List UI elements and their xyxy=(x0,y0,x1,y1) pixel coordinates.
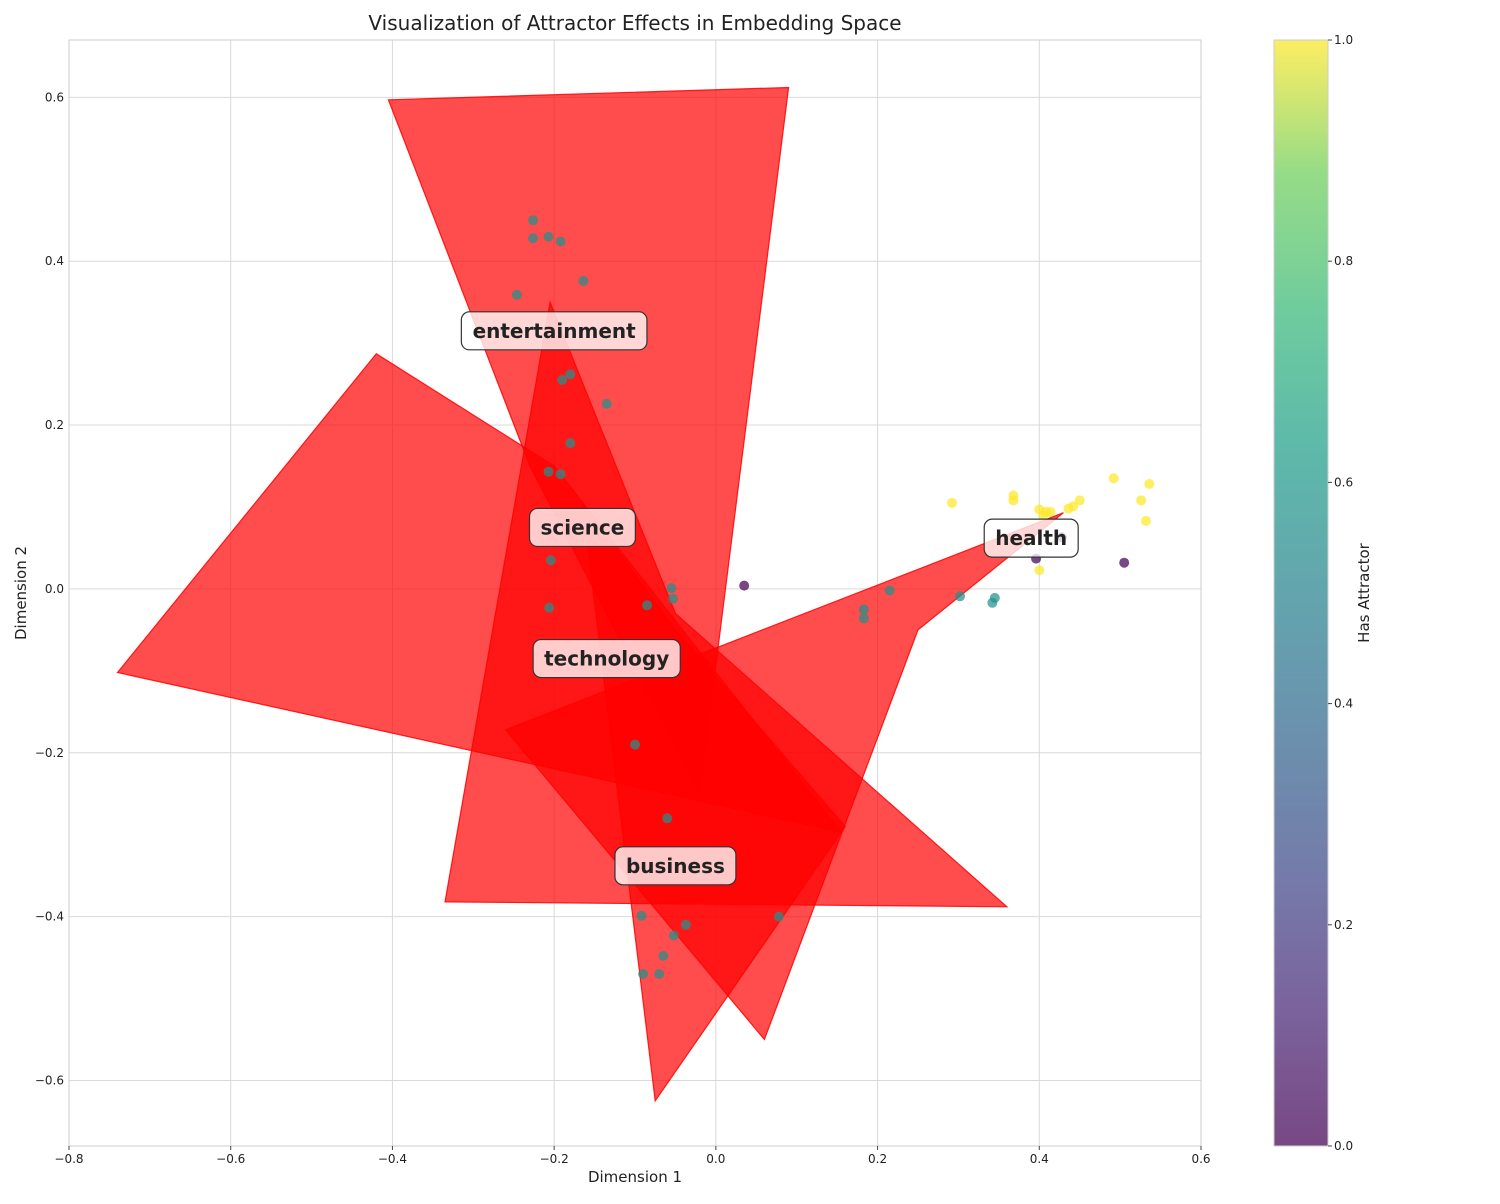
chart-title: Visualization of Attractor Effects in Em… xyxy=(368,11,901,35)
cluster-label-science: science xyxy=(528,507,636,548)
data-point xyxy=(1068,501,1079,512)
data-point xyxy=(666,583,677,594)
y-tick-label: 0.6 xyxy=(45,90,64,104)
data-point xyxy=(1136,495,1147,506)
y-tick-label: 0.0 xyxy=(45,582,64,596)
x-tick-label: 0.0 xyxy=(706,1152,725,1166)
data-point xyxy=(1008,495,1019,506)
cluster-label-box xyxy=(532,638,681,679)
x-tick-label: 0.4 xyxy=(1030,1152,1049,1166)
data-point xyxy=(511,289,522,300)
plot-frame xyxy=(68,39,1202,1147)
data-point xyxy=(858,604,869,615)
colorbar-frame xyxy=(1273,39,1329,1147)
data-point xyxy=(544,602,555,613)
data-point xyxy=(1141,515,1151,526)
data-point xyxy=(955,591,965,602)
data-point xyxy=(636,910,647,921)
data-point xyxy=(543,466,554,477)
colorbar-tick-label: 1.0 xyxy=(1334,33,1353,47)
cluster-label-text: technology xyxy=(544,647,669,671)
data-point xyxy=(642,600,653,611)
data-point xyxy=(1034,565,1045,576)
cluster-label-box xyxy=(460,311,648,351)
cluster-label-box xyxy=(614,846,737,886)
x-tick-label: −0.4 xyxy=(378,1152,407,1166)
colorbar-tick-label: 0.0 xyxy=(1334,1139,1353,1153)
data-point xyxy=(654,969,665,979)
data-point xyxy=(1108,473,1119,484)
data-point xyxy=(773,911,784,922)
cluster-label-technology: technology xyxy=(532,638,681,679)
x-tick-label: −0.2 xyxy=(540,1152,569,1166)
y-tick-label: 0.2 xyxy=(45,418,64,432)
colorbar-tick-label: 0.6 xyxy=(1334,475,1353,489)
cluster-label-box xyxy=(528,507,636,548)
data-point xyxy=(601,398,612,409)
data-point xyxy=(638,969,649,979)
x-tick-label: −0.6 xyxy=(216,1152,245,1166)
data-point xyxy=(668,930,679,941)
y-axis-label: Dimension 2 xyxy=(12,546,30,640)
x-tick-label: 0.2 xyxy=(868,1152,887,1166)
x-tick-label: 0.6 xyxy=(1191,1152,1210,1166)
x-tick-label: −0.8 xyxy=(54,1152,83,1166)
data-point xyxy=(557,375,568,385)
data-point xyxy=(543,231,554,242)
colorbar-tick-label: 0.4 xyxy=(1334,697,1353,711)
colorbar-tick-label: 0.2 xyxy=(1334,918,1353,932)
y-tick-label: −0.4 xyxy=(35,910,64,924)
data-point xyxy=(680,919,691,930)
data-point xyxy=(858,613,869,624)
data-point xyxy=(555,469,566,480)
data-point xyxy=(1119,557,1130,568)
data-point xyxy=(578,275,589,286)
data-point xyxy=(545,555,556,566)
cluster-label-text: entertainment xyxy=(473,319,637,343)
data-point xyxy=(1038,510,1049,521)
data-point xyxy=(565,438,576,449)
data-point xyxy=(884,585,895,596)
y-tick-label: −0.6 xyxy=(35,1073,64,1087)
x-axis-label: Dimension 1 xyxy=(588,1168,682,1186)
data-point xyxy=(668,593,678,604)
colorbar-tick-label: 0.8 xyxy=(1334,254,1353,268)
data-point xyxy=(947,497,957,508)
colorbar-label: Has Attractor xyxy=(1355,542,1373,642)
colorbar: 0.0 0.2 0.4 0.6 0.8 1.0 xyxy=(1273,33,1353,1153)
data-point xyxy=(555,236,566,247)
colorbar-gradient xyxy=(1274,40,1328,1146)
cluster-label-business: business xyxy=(614,846,737,886)
plot-area: entertainment science technology health busi… xyxy=(35,39,1211,1166)
data-point xyxy=(1144,479,1155,489)
data-point xyxy=(528,215,539,226)
cluster-label-text: business xyxy=(626,854,725,878)
data-point xyxy=(528,233,539,244)
data-point xyxy=(662,813,673,824)
data-point xyxy=(630,739,640,750)
cluster-label-entertainment: entertainment xyxy=(460,311,648,351)
y-tick-label: 0.4 xyxy=(45,254,64,268)
data-point xyxy=(1074,495,1085,506)
cluster-label-health: health xyxy=(983,518,1079,558)
data-point xyxy=(565,369,576,380)
cluster-label-text: health xyxy=(995,526,1067,550)
cluster-label-box xyxy=(983,518,1079,558)
y-tick-label: −0.2 xyxy=(35,746,64,760)
cluster-label-text: science xyxy=(541,515,625,539)
data-point xyxy=(739,580,750,591)
data-point xyxy=(989,592,1000,603)
data-point xyxy=(658,950,669,961)
